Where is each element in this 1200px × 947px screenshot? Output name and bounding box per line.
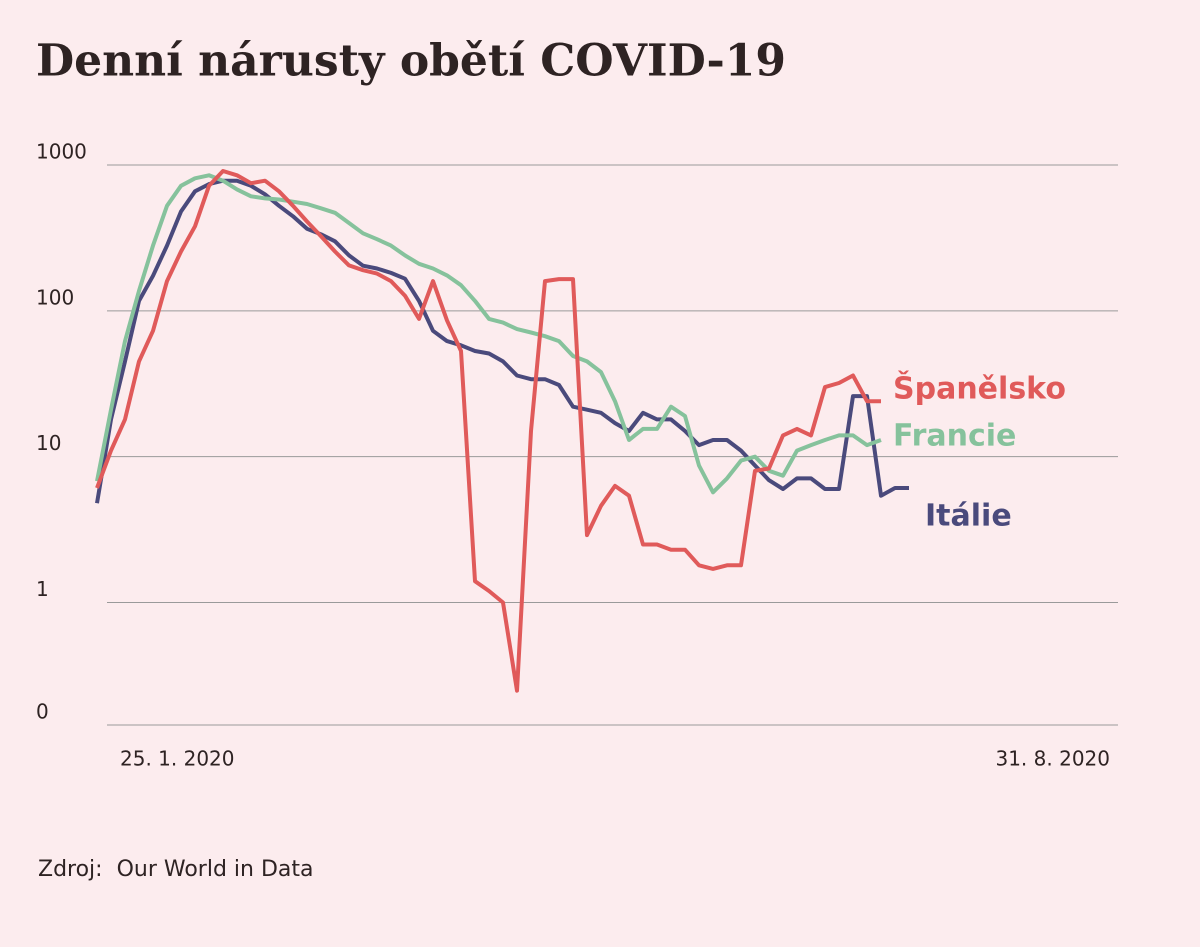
x-tick-label: 31. 8. 2020 xyxy=(995,747,1110,771)
chart-title: Denní nárusty obětí COVID-19 xyxy=(36,36,786,87)
series-label: Itálie xyxy=(925,499,1012,534)
y-tick-label: 0 xyxy=(36,700,49,724)
series-label: Francie xyxy=(893,419,1016,454)
x-tick-label: 25. 1. 2020 xyxy=(120,747,235,771)
y-tick-label: 100 xyxy=(36,285,74,309)
y-tick-label: 1000 xyxy=(36,140,87,164)
source: Zdroj: Our World in Data xyxy=(38,857,313,882)
series-line xyxy=(95,173,882,495)
series-line xyxy=(95,169,881,693)
series-label: Španělsko xyxy=(893,370,1066,407)
series-line xyxy=(95,178,909,504)
y-tick-label: 1 xyxy=(36,577,49,601)
y-tick-label: 10 xyxy=(36,431,61,455)
